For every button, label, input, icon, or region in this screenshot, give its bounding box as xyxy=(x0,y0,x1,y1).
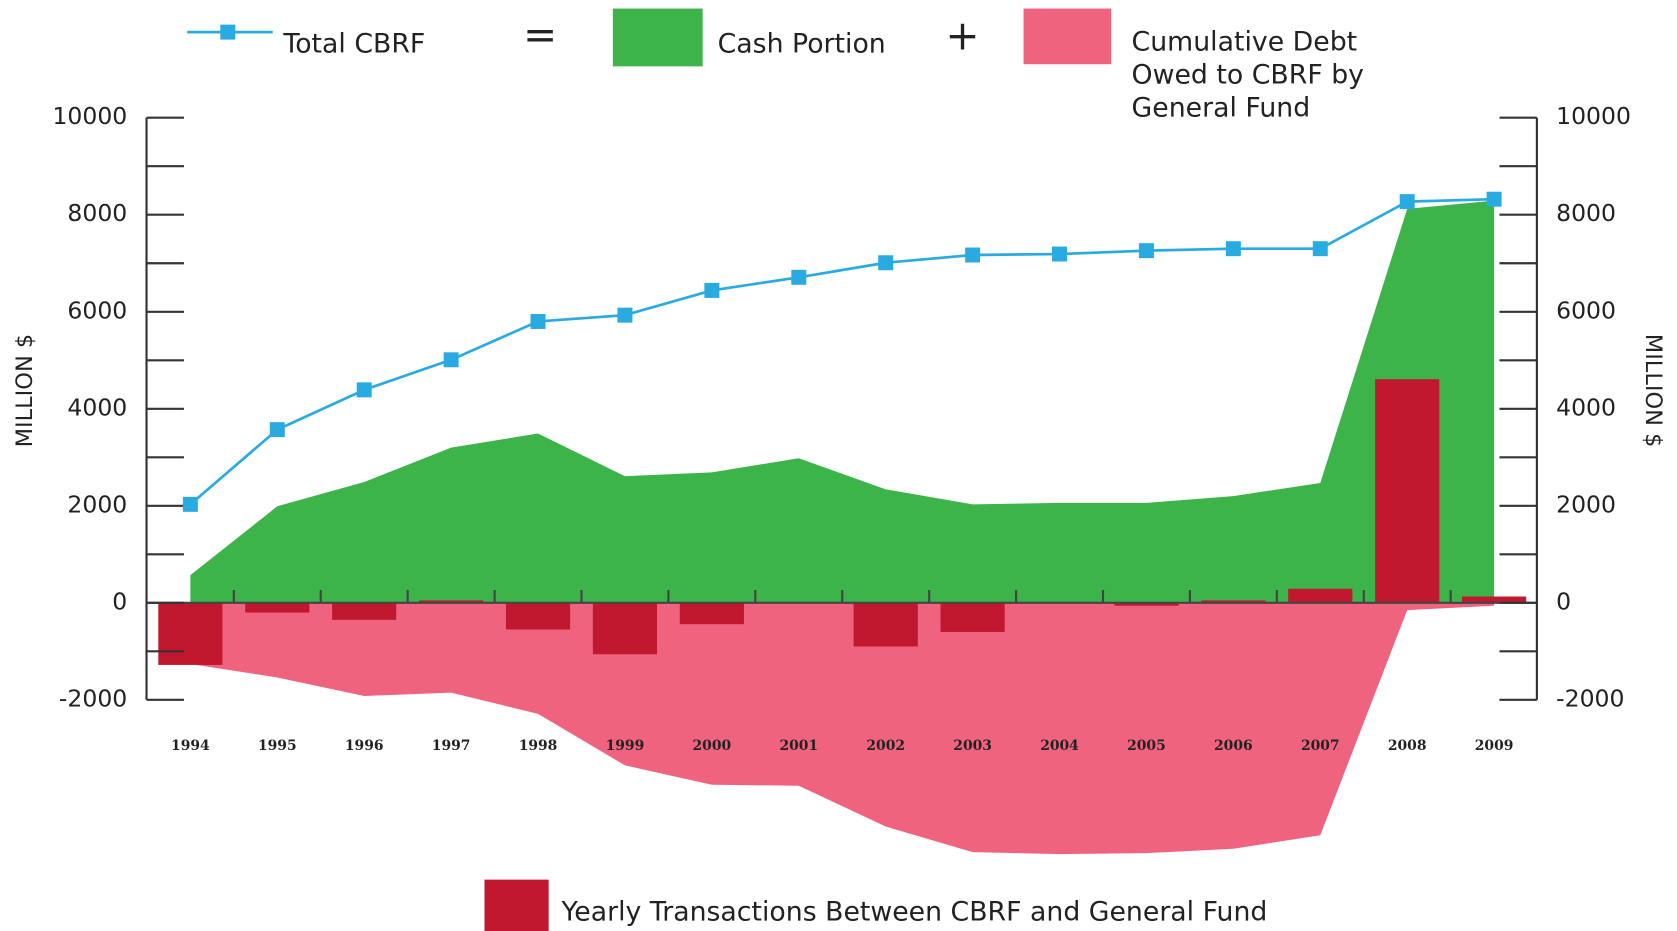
x-tick-label: 1998 xyxy=(519,738,558,754)
marker xyxy=(878,255,894,271)
x-tick-label: 2007 xyxy=(1301,738,1340,754)
bar xyxy=(505,602,571,630)
y2-tick-label: 8000 xyxy=(1556,199,1616,227)
x-tick-label: 2004 xyxy=(1040,738,1079,754)
legend-label: Yearly Transactions Between CBRF and Gen… xyxy=(560,896,1267,927)
x-tick-label: 2002 xyxy=(866,738,905,754)
marker xyxy=(269,422,285,438)
legend-swatch xyxy=(484,879,549,931)
legend-operator: + xyxy=(946,12,980,60)
y-tick-label: 10000 xyxy=(52,102,127,130)
y2-tick-label: -2000 xyxy=(1556,684,1624,712)
x-tick-label: 2009 xyxy=(1475,738,1514,754)
area xyxy=(190,200,1495,603)
y2-tick-label: 2000 xyxy=(1556,490,1616,518)
x-tick-label: 1996 xyxy=(345,738,384,754)
bar xyxy=(940,602,1005,632)
x-tick-label: 2006 xyxy=(1214,738,1253,754)
x-tick-label: 2003 xyxy=(953,738,992,754)
x-tick-label: 1999 xyxy=(606,738,645,754)
x-tick-label: 1994 xyxy=(171,738,210,754)
bar xyxy=(592,602,658,655)
y2-tick-label: 6000 xyxy=(1556,296,1616,324)
x-tick-label: 2001 xyxy=(779,738,818,754)
bar xyxy=(1288,588,1353,603)
marker xyxy=(1052,246,1068,262)
area xyxy=(190,602,1495,855)
bar xyxy=(245,602,310,613)
x-tick-label: 1997 xyxy=(432,738,471,754)
bar xyxy=(679,602,744,625)
legend-label: Cash Portion xyxy=(718,28,886,59)
marker xyxy=(965,247,981,263)
x-tick-label: 2005 xyxy=(1127,738,1166,754)
legend-marker xyxy=(220,24,236,40)
bar xyxy=(853,602,918,647)
y-tick-label: 6000 xyxy=(67,296,127,324)
legend-label-box: Cumulative Debt Owed to CBRF by General … xyxy=(1131,25,1364,124)
y2-tick-label: 10000 xyxy=(1556,102,1631,130)
marker xyxy=(356,382,372,398)
legend-operator: = xyxy=(523,10,557,58)
marker xyxy=(704,282,720,298)
bar xyxy=(1462,596,1527,603)
marker xyxy=(791,269,807,285)
x-tick-label: 2000 xyxy=(693,738,732,754)
y2-tick-label: 4000 xyxy=(1556,393,1616,421)
y-tick-label: 2000 xyxy=(67,490,127,518)
line xyxy=(189,197,1495,506)
marker xyxy=(1138,243,1154,259)
marker xyxy=(530,313,546,329)
marker xyxy=(182,496,198,512)
legend-label: Cumulative Debt Owed to CBRF by General … xyxy=(1131,25,1364,124)
y-tick-label: 0 xyxy=(112,587,127,615)
y-tick-label: 4000 xyxy=(67,393,127,421)
y2-tick-label: 0 xyxy=(1556,587,1571,615)
y-tick-label: 8000 xyxy=(67,199,127,227)
bar xyxy=(158,602,223,665)
bar xyxy=(419,600,484,603)
x-tick-label: 1995 xyxy=(258,738,297,754)
y-tick-label: -2000 xyxy=(59,684,127,712)
legend-label: Total CBRF xyxy=(282,28,425,59)
marker xyxy=(1399,194,1415,210)
marker xyxy=(617,307,633,323)
y-axis-label: MILLION $ xyxy=(12,334,38,448)
marker xyxy=(1312,241,1328,257)
legend-swatch xyxy=(1023,8,1112,65)
marker xyxy=(1225,241,1241,257)
bar xyxy=(1375,379,1440,603)
marker xyxy=(1486,191,1502,207)
marker xyxy=(443,352,459,368)
legend-swatch xyxy=(612,8,703,67)
bar xyxy=(332,602,397,620)
bar xyxy=(1201,600,1266,603)
bar xyxy=(1114,602,1179,606)
y2-axis-label: MILLION $ xyxy=(1640,334,1666,448)
x-tick-label: 2008 xyxy=(1388,738,1427,754)
